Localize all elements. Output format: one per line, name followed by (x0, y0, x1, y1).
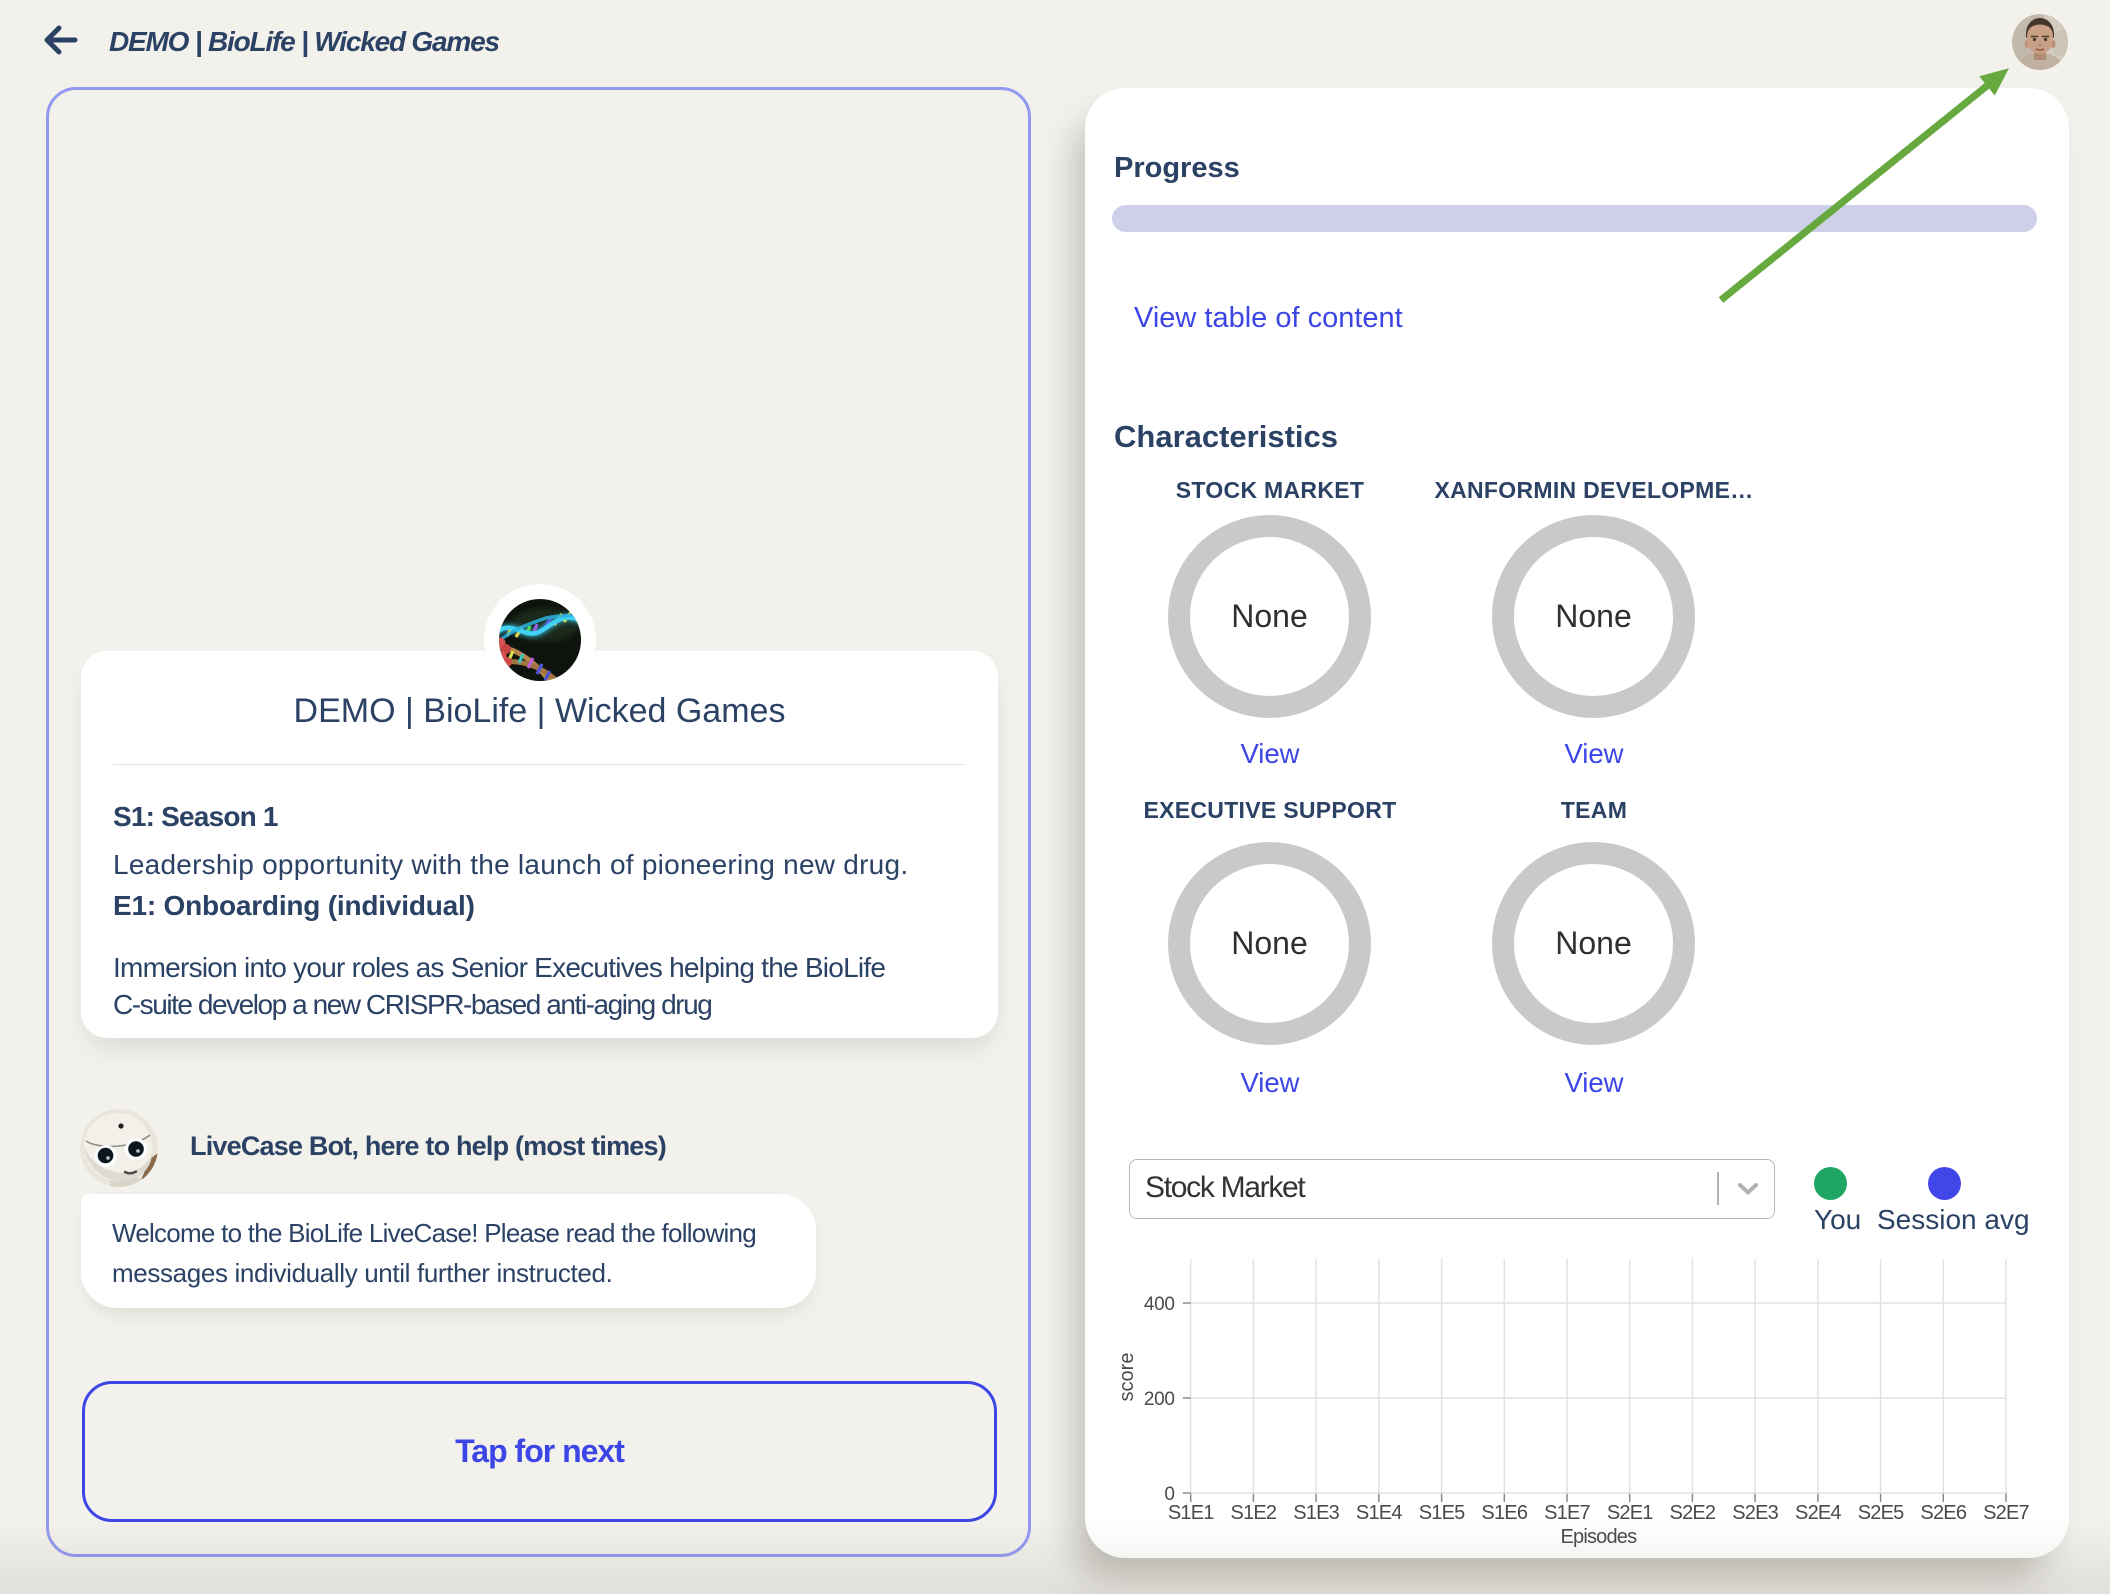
svg-text:S1E4: S1E4 (1356, 1502, 1402, 1524)
svg-text:score: score (1116, 1353, 1138, 1402)
svg-text:200: 200 (1144, 1389, 1175, 1410)
svg-text:S1E3: S1E3 (1293, 1502, 1339, 1524)
svg-text:0: 0 (1164, 1484, 1174, 1505)
svg-text:S1E5: S1E5 (1419, 1502, 1465, 1524)
svg-text:S1E2: S1E2 (1231, 1502, 1277, 1524)
svg-text:S2E1: S2E1 (1607, 1502, 1653, 1524)
svg-text:S2E7: S2E7 (1983, 1502, 2029, 1524)
svg-text:Episodes: Episodes (1560, 1526, 1637, 1548)
svg-text:400: 400 (1144, 1294, 1175, 1315)
svg-text:S1E1: S1E1 (1168, 1502, 1214, 1524)
svg-text:S2E6: S2E6 (1920, 1502, 1966, 1524)
svg-text:S2E3: S2E3 (1732, 1502, 1778, 1524)
svg-text:S2E2: S2E2 (1670, 1502, 1716, 1524)
svg-text:S1E6: S1E6 (1481, 1502, 1527, 1524)
svg-text:S2E4: S2E4 (1795, 1502, 1841, 1524)
svg-text:S2E5: S2E5 (1858, 1502, 1904, 1524)
svg-text:S1E7: S1E7 (1544, 1502, 1590, 1524)
